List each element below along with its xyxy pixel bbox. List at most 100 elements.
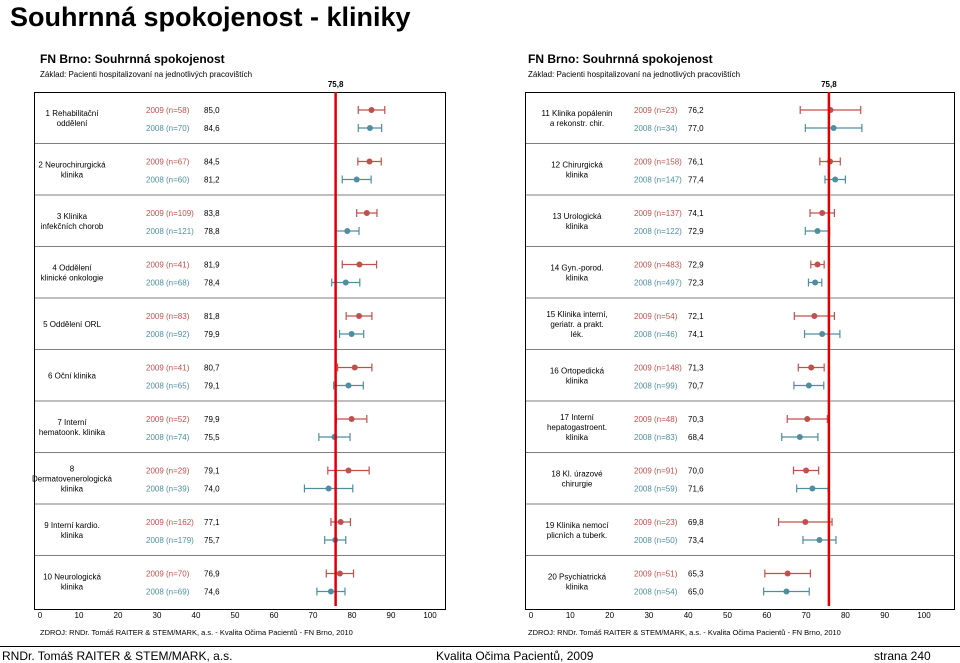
right-series-2008-label: 2008 (n=83): [634, 433, 678, 442]
left-row-label: hematoonk. klinika: [39, 428, 106, 437]
right-x-tick-label: 50: [723, 611, 732, 620]
left-x-tick-label: 20: [114, 611, 123, 620]
left-series-2008-label: 2008 (n=179): [146, 536, 194, 545]
left-chart-title: FN Brno: Souhrnná spokojenost: [40, 52, 225, 66]
left-value-2008-label: 75,7: [204, 536, 220, 545]
left-point-2009: [356, 261, 363, 268]
footer-page: strana 240: [874, 649, 931, 663]
right-value-2008-label: 68,4: [688, 433, 704, 442]
left-series-2008-label: 2008 (n=74): [146, 433, 190, 442]
right-value-2009-label: 74,1: [688, 209, 704, 218]
left-series-2008-label: 2008 (n=65): [146, 382, 190, 391]
right-benchmark-label: 75,8: [821, 80, 837, 89]
right-point-2008: [816, 537, 823, 543]
right-value-2008-label: 77,0: [688, 124, 704, 133]
left-series-2008-label: 2008 (n=70): [146, 124, 190, 133]
right-point-2008: [809, 485, 816, 492]
left-value-2008-label: 78,4: [204, 279, 220, 288]
right-row-label: 13 Urologická: [553, 212, 602, 221]
left-x-tick-label: 100: [423, 611, 437, 620]
right-x-tick-label: 100: [917, 611, 931, 620]
right-chart-frame: [525, 92, 955, 610]
left-value-2008-label: 75,5: [204, 433, 220, 442]
left-row-label: klinika: [61, 170, 84, 179]
right-row-label: 15 Klinika interní,: [546, 310, 607, 319]
right-value-2009-label: 70,3: [688, 415, 704, 424]
right-series-2008-label: 2008 (n=122): [634, 227, 682, 236]
left-series-2009-label: 2009 (n=109): [146, 209, 194, 218]
right-row-label: 19 Klinika nemocí: [545, 521, 609, 530]
left-row-label: Dermatovenerologická: [32, 474, 113, 483]
right-x-tick-label: 70: [802, 611, 811, 620]
left-series-2009-label: 2009 (n=52): [146, 415, 190, 424]
right-x-tick-label: 90: [880, 611, 889, 620]
left-series-2008-label: 2008 (n=121): [146, 227, 194, 236]
left-series-2009-label: 2009 (n=70): [146, 570, 190, 579]
left-point-2009: [363, 210, 370, 216]
left-value-2008-label: 81,2: [204, 176, 220, 185]
right-row-label: 14 Gyn.-porod.: [550, 263, 603, 272]
right-row-label: lék.: [571, 330, 583, 339]
right-chart-subtitle: Základ: Pacienti hospitalizovaní na jedn…: [528, 70, 741, 79]
left-value-2009-label: 81,9: [204, 261, 220, 270]
right-row-label: 16 Ortopedická: [550, 366, 605, 375]
right-point-2008: [805, 382, 812, 389]
left-x-tick-label: 10: [75, 611, 84, 620]
right-value-2009-label: 72,1: [688, 312, 704, 321]
right-point-2008: [819, 331, 826, 337]
left-x-tick-label: 70: [309, 611, 318, 620]
right-row-label: klinika: [566, 273, 589, 282]
left-row-label: 6 Oční klinika: [48, 371, 97, 380]
right-point-2009: [804, 416, 811, 422]
left-series-2009-label: 2009 (n=41): [146, 364, 190, 373]
left-x-tick-label: 40: [192, 611, 201, 620]
left-x-tick-label: 30: [153, 611, 162, 620]
left-value-2008-label: 74,6: [204, 588, 220, 597]
right-series-2009-label: 2009 (n=148): [634, 364, 682, 373]
left-value-2009-label: 84,5: [204, 158, 220, 167]
footer-divider: [0, 646, 960, 647]
left-point-2009: [366, 158, 373, 165]
right-value-2009-label: 72,9: [688, 261, 704, 270]
left-row-label: 9 Interní kardio.: [44, 521, 100, 530]
right-row-label: 17 Interní: [560, 413, 595, 422]
left-point-2008: [353, 176, 360, 183]
right-x-tick-label: 10: [566, 611, 575, 620]
left-x-tick-label: 0: [38, 611, 43, 620]
left-series-2009-label: 2009 (n=83): [146, 312, 190, 321]
right-point-2009: [819, 210, 826, 216]
right-point-2008: [783, 588, 790, 595]
left-x-tick-label: 80: [348, 611, 357, 620]
right-row-label: hepatogastroent.: [547, 423, 607, 432]
right-row-label: klinika: [566, 222, 589, 231]
left-point-2009: [348, 416, 355, 422]
right-series-2009-label: 2009 (n=51): [634, 570, 678, 579]
left-value-2008-label: 84,6: [204, 124, 220, 133]
left-point-2008: [327, 588, 334, 595]
right-point-2008: [796, 434, 803, 440]
right-series-2008-label: 2008 (n=54): [634, 588, 678, 597]
left-chart-frame: [34, 92, 446, 610]
left-value-2009-label: 79,1: [204, 467, 220, 476]
left-row-label: 4 Oddělení: [52, 263, 92, 272]
left-point-2009: [336, 570, 343, 577]
left-series-2008-label: 2008 (n=39): [146, 485, 190, 494]
left-benchmark-label: 75,8: [328, 80, 344, 89]
left-chart-subtitle: Základ: Pacienti hospitalizovaní na jedn…: [40, 70, 253, 79]
left-value-2008-label: 74,0: [204, 485, 220, 494]
right-point-2009: [802, 519, 809, 525]
left-value-2009-label: 77,1: [204, 518, 220, 527]
right-series-2009-label: 2009 (n=54): [634, 312, 678, 321]
right-series-2008-label: 2008 (n=99): [634, 382, 678, 391]
right-value-2008-label: 77,4: [688, 176, 704, 185]
right-series-2009-label: 2009 (n=137): [634, 209, 682, 218]
left-series-2009-label: 2009 (n=67): [146, 158, 190, 167]
left-value-2009-label: 79,9: [204, 415, 220, 424]
right-point-2008: [830, 125, 837, 131]
left-row-label: 10 Neurologická: [43, 572, 101, 581]
left-point-2008: [345, 382, 352, 389]
right-point-2009: [784, 570, 791, 577]
right-chart-source: ZDROJ: RNDr. Tomáš RAITER & STEM/MARK, a…: [528, 628, 841, 637]
left-x-tick-label: 60: [270, 611, 279, 620]
right-value-2009-label: 76,2: [688, 106, 704, 115]
